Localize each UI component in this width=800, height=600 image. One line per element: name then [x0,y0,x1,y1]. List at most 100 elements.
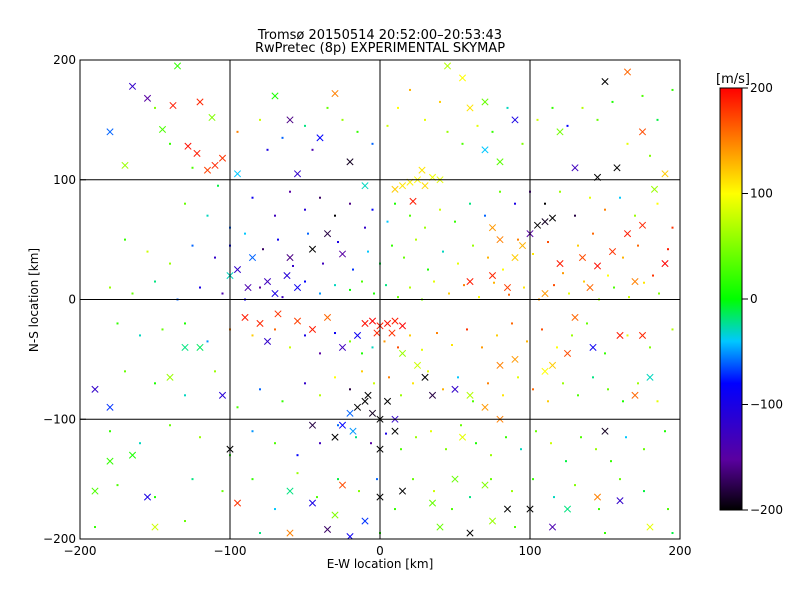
colorbar-tick-label: −200 [750,503,783,517]
x-marker [443,62,452,70]
dot-marker [409,334,411,337]
dot-marker [251,478,254,481]
dot-marker [388,376,390,379]
x-marker [458,74,467,82]
dot-marker [536,118,539,121]
dot-marker [613,286,615,289]
dot-marker [400,394,402,397]
dot-marker [154,280,156,283]
x-marker [650,185,659,193]
x-marker [548,523,557,531]
dot-marker [397,346,399,349]
dot-marker [491,130,494,133]
dot-marker [514,526,516,529]
dot-marker [634,214,636,217]
dot-marker [191,166,194,169]
dot-marker [259,118,261,121]
dot-marker [319,292,321,295]
dot-marker [541,328,543,331]
dot-marker [361,352,363,355]
x-marker [638,221,647,229]
x-marker [244,283,252,292]
dot-marker [370,442,372,445]
x-axis-label: E-W location [km] [327,557,434,571]
dot-marker [637,244,639,247]
x-marker [196,98,204,106]
x-marker [166,373,174,381]
dot-marker [259,388,261,391]
x-marker [631,391,639,399]
x-marker [496,158,504,166]
colorbar-gradient [720,88,742,510]
x-marker [91,487,99,495]
dot-marker [466,328,468,331]
dot-marker [589,196,591,199]
dot-marker [544,202,546,205]
dot-marker [562,272,564,275]
dot-marker [439,208,441,211]
dot-marker [481,346,483,349]
dot-marker [184,520,186,523]
dot-marker [334,376,336,379]
dot-marker [277,238,279,241]
dot-marker [337,424,339,427]
x-marker [608,248,617,256]
dot-marker [259,532,261,535]
x-marker [361,517,369,525]
colorbar-tick-label: 0 [750,292,758,306]
x-marker [323,313,332,322]
dot-marker [266,148,269,151]
dot-marker [550,442,552,445]
x-marker [451,385,459,393]
chart-title: Tromsø 20150514 20:52:00–20:53:43 [257,28,502,43]
dot-marker [487,256,489,259]
dot-marker [274,508,276,511]
dot-marker [349,202,351,205]
dot-marker [476,124,479,127]
x-marker [418,166,426,174]
dot-marker [274,214,276,217]
dot-marker [304,124,306,127]
dot-marker [191,244,194,247]
dot-marker [217,184,219,187]
dot-marker [319,352,321,355]
dot-marker [562,382,564,385]
dot-marker [358,490,360,493]
dot-marker [626,334,629,337]
x-marker [646,373,654,381]
x-marker [331,433,339,441]
x-marker [388,329,396,337]
dot-marker [559,190,561,193]
dot-marker [221,490,224,493]
x-marker [263,337,272,345]
dot-marker [457,262,459,265]
dot-marker [532,252,534,255]
x-marker [631,277,639,286]
dot-marker [463,284,465,287]
dot-marker [581,106,584,109]
x-marker [428,391,437,399]
dot-marker [131,292,134,295]
dot-marker [446,130,449,133]
dot-marker [236,406,239,409]
x-marker [511,254,519,262]
dot-marker [643,448,645,451]
x-marker [211,161,219,169]
dot-marker [671,532,674,535]
x-marker [623,230,632,238]
x-marker [286,487,294,495]
x-marker [286,529,294,537]
dot-marker [574,214,576,217]
dot-marker [457,376,459,379]
dot-marker [371,346,374,349]
dot-marker [472,400,474,403]
dot-marker [337,478,339,481]
dot-marker [199,436,201,439]
dot-marker [334,214,336,217]
dot-marker [610,460,612,463]
dot-marker [439,100,441,103]
x-marker [196,343,204,351]
dot-marker [403,256,405,259]
dot-marker [551,106,554,109]
dot-marker [490,454,492,457]
